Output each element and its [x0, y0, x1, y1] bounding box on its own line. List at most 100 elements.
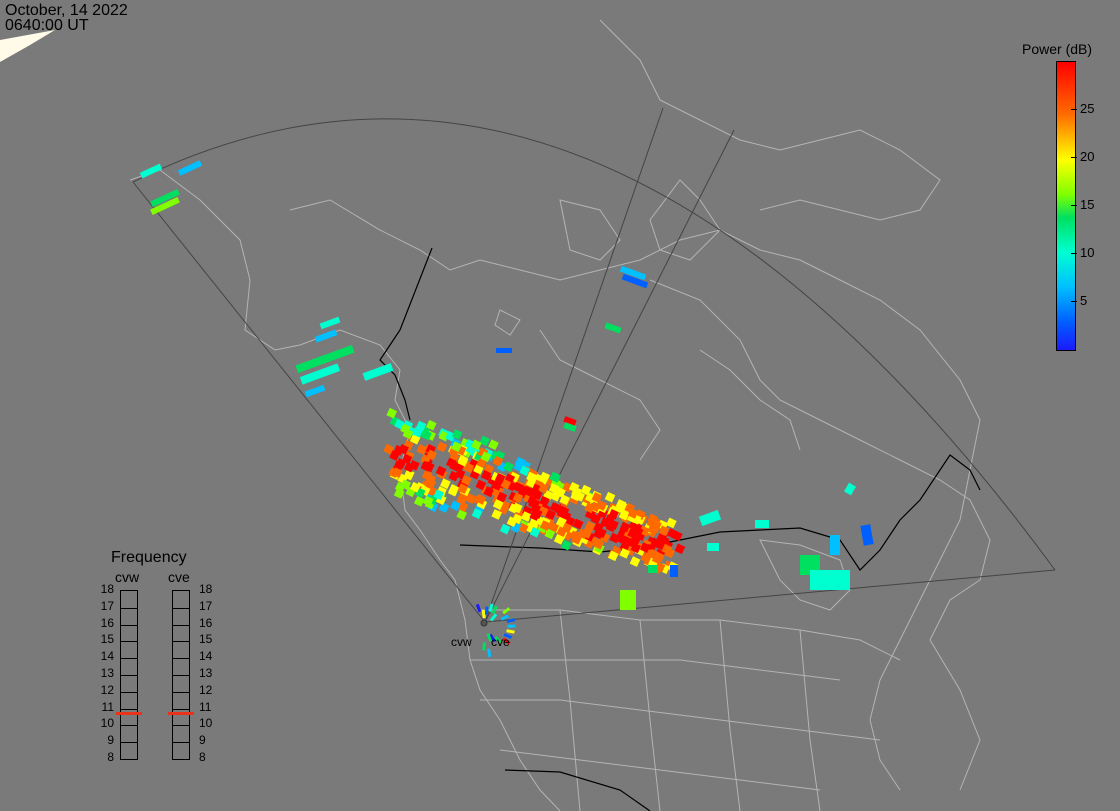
- frequency-cell-divider: [121, 691, 137, 693]
- frequency-scale-label: 9: [199, 733, 206, 748]
- echo-cell: [572, 530, 584, 542]
- colorbar-tick-mark: [1071, 253, 1077, 254]
- echo-cell: [844, 482, 856, 496]
- echo-cell: [299, 363, 341, 385]
- frequency-scale-label: 16: [199, 615, 213, 630]
- echo-cell: [483, 486, 494, 498]
- echo-cell: [362, 363, 394, 381]
- echo-cell: [488, 439, 499, 451]
- echo-cell: [433, 489, 445, 501]
- freq-radar-label-cve: cve: [168, 569, 190, 585]
- echo-cell: [400, 423, 411, 435]
- echo-cell: [457, 454, 469, 466]
- frequency-scale-label: 12: [199, 682, 213, 697]
- frequency-scale-label: 17: [100, 598, 114, 613]
- frequency-title: Frequency: [111, 549, 187, 566]
- colorbar-gradient: [1056, 61, 1076, 351]
- echo-cell: [440, 478, 451, 489]
- echo-cell: [584, 521, 596, 532]
- echo-cell: [591, 492, 603, 503]
- date-label: October, 14 2022: [5, 2, 128, 19]
- echo-cell: [604, 491, 616, 503]
- fov-outlines: [132, 107, 1056, 623]
- echo-cell: [648, 548, 659, 560]
- echo-cell: [502, 637, 511, 645]
- frequency-box-cve: [172, 590, 190, 760]
- echo-cell: [425, 478, 437, 489]
- echo-cell: [539, 520, 551, 531]
- frequency-cell-divider: [121, 624, 137, 626]
- freq-radar-label-cvw: cvw: [115, 569, 140, 585]
- frequency-box-cvw: [120, 590, 138, 760]
- echo-cell: [556, 507, 568, 519]
- echo-cell: [511, 502, 523, 514]
- frequency-cell-divider: [173, 641, 189, 643]
- echo-cell: [596, 500, 608, 511]
- echo-cell: [383, 443, 394, 455]
- echo-cell: [421, 429, 432, 441]
- echo-cell: [496, 491, 508, 503]
- echo-cell: [471, 508, 483, 519]
- echo-cell: [584, 509, 596, 520]
- echo-cell: [502, 607, 511, 615]
- echo-cell: [674, 543, 686, 555]
- frequency-cell-divider: [173, 725, 189, 727]
- echo-cell: [607, 550, 619, 562]
- echo-cell: [572, 518, 584, 530]
- echo-cell: [386, 407, 398, 419]
- frequency-cell-divider: [173, 691, 189, 693]
- frequency-scale-label: 14: [199, 649, 213, 664]
- echo-cell: [457, 483, 469, 494]
- echo-cell: [590, 536, 601, 548]
- echo-cell: [494, 636, 502, 644]
- echo-cell: [447, 485, 459, 497]
- echo-cell: [810, 570, 850, 590]
- echo-cell: [658, 525, 670, 537]
- echo-cell: [451, 429, 463, 440]
- echo-cell: [520, 511, 532, 522]
- echo-cell: [672, 530, 683, 542]
- echo-cell: [654, 539, 666, 550]
- echo-cell: [416, 444, 428, 455]
- echo-cell: [499, 523, 511, 535]
- echo-cell: [562, 481, 573, 493]
- radar-echoes: [139, 160, 874, 657]
- echo-cell: [492, 499, 504, 510]
- echo-cell: [539, 495, 550, 507]
- echo-cell: [512, 492, 524, 504]
- radar-site-label-cvw: cvw: [451, 635, 472, 649]
- echo-cell: [487, 648, 492, 657]
- frequency-scale-label: 16: [100, 615, 114, 630]
- echo-cell: [568, 481, 580, 493]
- echo-cell: [436, 441, 448, 453]
- echo-cell: [651, 520, 662, 531]
- echo-cell: [496, 348, 512, 353]
- echo-cell: [489, 613, 498, 622]
- echo-cell: [150, 188, 180, 208]
- colorbar-tick-mark: [1071, 301, 1077, 302]
- frequency-scale-label: 9: [107, 733, 114, 748]
- frequency-scale-label: 14: [100, 649, 114, 664]
- frequency-scale-label: 15: [199, 632, 213, 647]
- frequency-cell-divider: [173, 675, 189, 676]
- colorbar-tick-mark: [1071, 205, 1077, 206]
- echo-cell: [388, 467, 399, 478]
- frequency-cell-divider: [173, 607, 189, 609]
- colorbar-tick-mark: [1071, 109, 1077, 110]
- radar-site-label-cve: cve: [491, 635, 510, 649]
- echo-cell: [506, 629, 515, 634]
- radar-site-marker: [480, 619, 488, 627]
- frequency-cell-divider: [173, 658, 189, 660]
- echo-cell: [670, 565, 678, 577]
- echo-cell: [503, 461, 515, 473]
- echo-cell: [491, 509, 502, 520]
- colorbar-tick-label: 20: [1080, 149, 1095, 164]
- coastlines: [129, 19, 991, 811]
- echo-cell: [560, 539, 572, 551]
- frequency-scale-label: 10: [199, 716, 213, 731]
- echo-cell: [481, 609, 486, 619]
- echo-cell: [500, 478, 512, 490]
- echo-cell: [404, 461, 415, 473]
- frequency-scale-label: 17: [199, 598, 213, 613]
- echo-cell: [627, 508, 639, 519]
